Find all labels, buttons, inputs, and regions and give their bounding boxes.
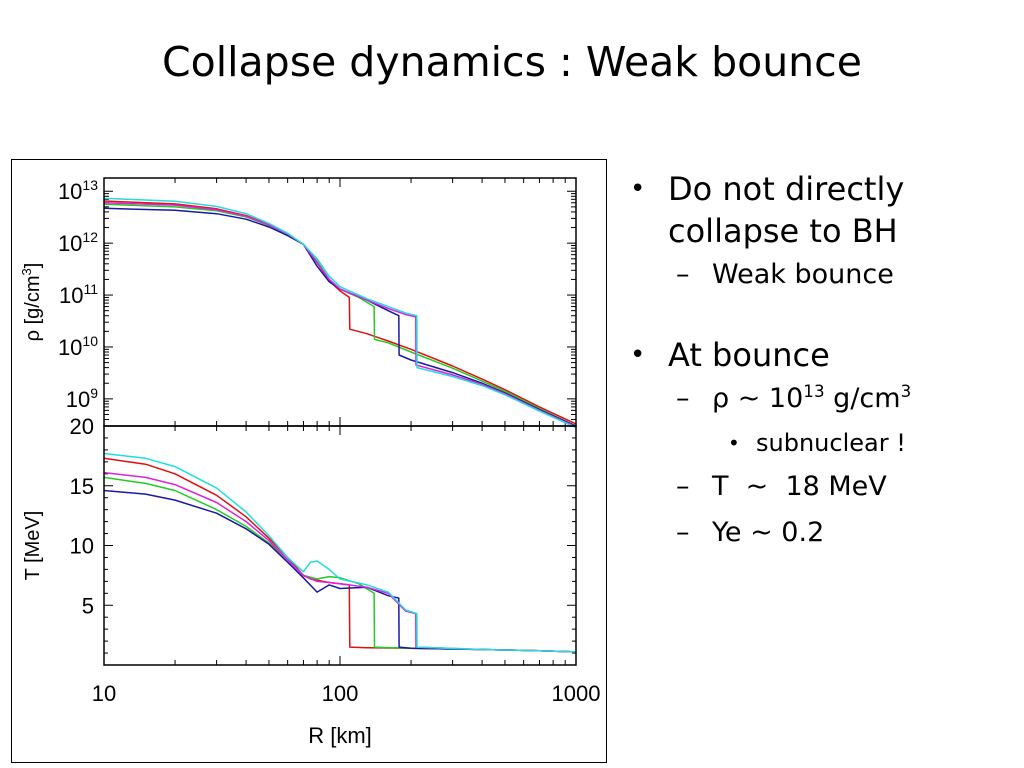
slide-title: Collapse dynamics : Weak bounce [162,38,862,86]
sub-bullet-density: – ρ ~ 1013 g/cm3 [628,376,1008,422]
bullet-text: At bounce [668,336,830,374]
series-line [103,471,577,653]
y-axis-label: ρ [g/cm3] [19,263,44,342]
sub-bullet-weak-bounce: – Weak bounce [628,252,1008,298]
density-exponent: 13 [803,381,825,401]
x-axis-label: R [km] [308,723,372,748]
y-tick-label: 20 [70,414,94,439]
y-tick-label: 15 [70,474,94,499]
temperature-panel: 20 15 10 5 T [MeV] 10 100 1000 R [km] [22,414,600,748]
plot-frame [103,177,577,427]
dash-icon: – [676,517,690,548]
collapse-profile-chart: 1013 1012 1011 1010 109 ρ [g/cm3] 20 15 10 5 T [Me… [19,177,600,748]
y-tick-label: 1012 [58,229,98,256]
series-line [103,489,577,653]
y-axis-label: T [MeV] [22,511,44,581]
density-unit-exponent: 3 [900,381,912,401]
series-line [103,202,577,428]
y-tick-label: 1013 [58,177,98,204]
series-line [103,457,577,653]
plot-frame [103,425,577,666]
sub-bullet-text: Weak bounce [712,259,894,290]
y-tick-label: 1011 [59,281,98,308]
y-tick-label: 1010 [58,333,98,360]
sub-bullet-ye: – Ye ~ 0.2 [628,510,1008,556]
figure-panel: 1013 1012 1011 1010 109 ρ [g/cm3] 20 15 10 5 T [Me… [11,159,607,763]
bullet-dot-icon: • [630,174,646,204]
dash-icon: – [676,383,690,414]
x-tick-label: 10 [92,681,116,706]
sub-sub-bullet-subnuclear: • subnuclear ! [628,422,1008,464]
bullet-list: • Do not directly collapse to BH – Weak … [628,168,1008,556]
series-line [103,197,577,429]
sub-bullet-temperature: – T ~ 18 MeV [628,464,1008,510]
y-tick-label: 10 [70,534,94,559]
bullet-dot-icon: • [728,431,740,455]
bullet-text: Do not directly collapse to BH [668,170,905,250]
series-line [103,476,577,653]
sub-sub-bullet-text: subnuclear ! [756,429,906,457]
sub-bullet-text: Ye ~ 0.2 [712,517,825,548]
series-line [103,200,577,425]
bullet-at-bounce: • At bounce [628,334,1008,376]
dash-icon: – [676,259,690,290]
y-tick-label: 109 [66,385,98,412]
bullet-no-direct-collapse: • Do not directly collapse to BH [628,168,1008,252]
x-tick-label: 1000 [552,681,601,706]
sub-bullet-text: T ~ 18 MeV [712,471,887,502]
bullet-dot-icon: • [630,340,646,370]
x-tick-label: 100 [322,681,359,706]
series-line [103,452,577,653]
density-prefix: ρ ~ 10 [712,383,804,414]
density-unit: g/cm [824,383,901,414]
y-tick-label: 5 [82,593,94,618]
density-panel: 1013 1012 1011 1010 109 ρ [g/cm3] [19,177,577,429]
dash-icon: – [676,471,690,502]
